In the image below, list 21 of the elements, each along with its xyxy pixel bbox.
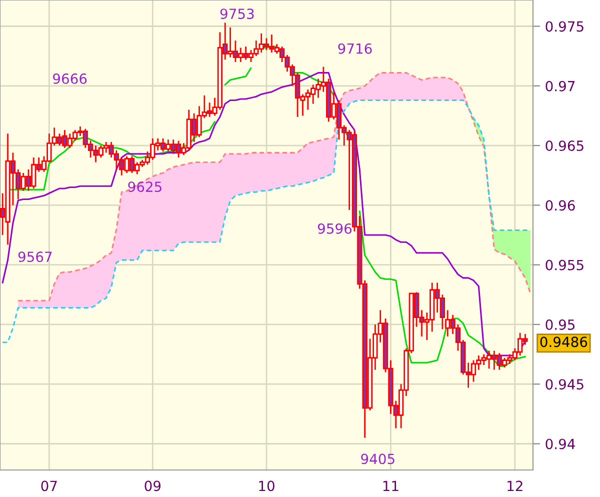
annotation: 9567 [18, 252, 52, 262]
annotation: 9405 [361, 454, 394, 464]
annotation: 9666 [53, 73, 87, 84]
annotation: 9596 [318, 223, 352, 234]
x-tick-label: 10 [259, 480, 274, 492]
x-tick-label: 07 [41, 480, 57, 492]
text: 0.9486 [540, 336, 588, 348]
y-tick-label: 0.95 [546, 319, 575, 330]
y-tick-label: 0.97 [546, 80, 575, 92]
x-tick-label: 11 [383, 480, 398, 491]
y-tick-label: 0.965 [546, 140, 584, 152]
y-tick-label: 0.96 [546, 200, 575, 211]
annotation: 9625 [128, 182, 162, 192]
annotation: 9753 [220, 8, 254, 20]
y-tick-label: 0.975 [546, 21, 584, 32]
x-tick-label: 09 [144, 480, 161, 492]
y-tick-label: 0.94 [546, 438, 575, 450]
annotation: 9716 [338, 43, 372, 54]
y-tick-label: 0.945 [546, 379, 584, 390]
y-tick-label: 0.955 [546, 260, 584, 270]
x-tick-label: 12 [508, 480, 522, 491]
